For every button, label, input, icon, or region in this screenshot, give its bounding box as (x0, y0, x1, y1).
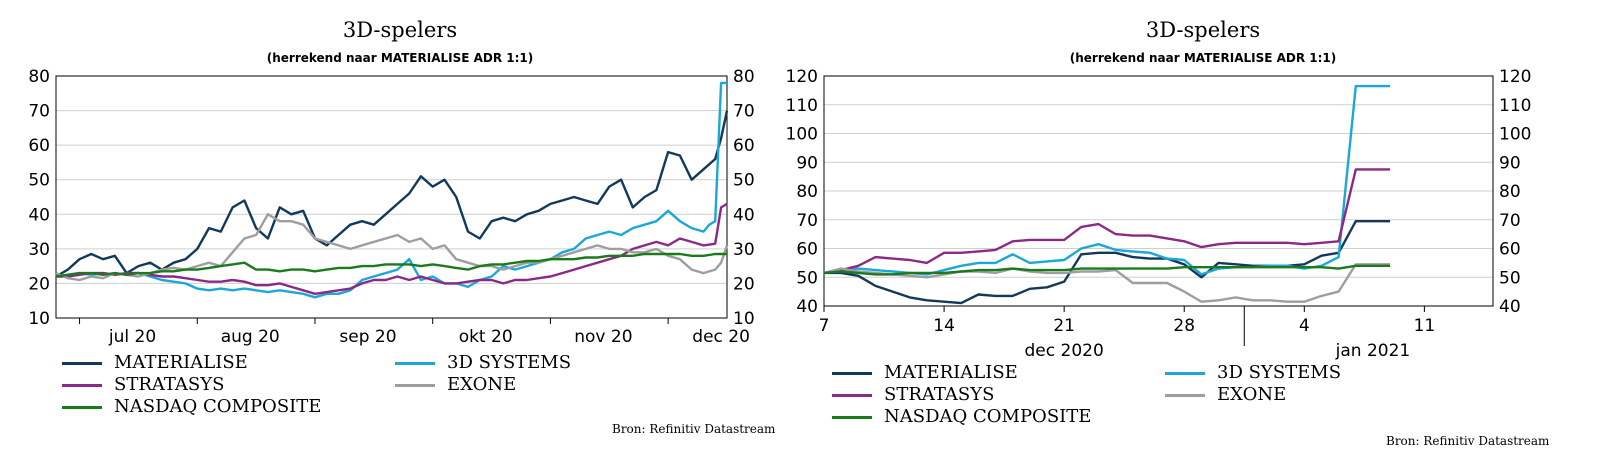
legend-label: MATERIALISE (884, 362, 1018, 383)
y-tick-label-left: 100 (786, 125, 818, 145)
legend-label: 3D SYSTEMS (447, 352, 572, 373)
series-line-nasdaq-composite (823, 264, 1391, 276)
legend-label: NASDAQ COMPOSITE (884, 406, 1092, 427)
chart-plot-right: 40 40 50 50 60 60 70 70 80 80 90 90 100 100 110 110 120 1… (786, 67, 1532, 361)
y-tick-label-left: 60 (796, 240, 818, 260)
y-tick-label-right: 40 (1499, 297, 1521, 317)
y-tick-label-left: 30 (28, 240, 50, 260)
y-tick-label-left: 80 (796, 182, 818, 202)
y-tick-label-right: 40 (733, 205, 755, 225)
chart-title: 3D-spelers (342, 18, 458, 42)
y-tick-label-left: 50 (28, 171, 50, 191)
x-tick-label: 11 (1414, 316, 1436, 336)
legend-label: EXONE (447, 374, 517, 395)
y-tick-label-right: 10 (733, 309, 755, 329)
chart-plot-left: 10 10 20 20 30 30 40 40 50 50 60 60 70 70 80 80 jul 20 au… (28, 67, 755, 347)
chart-subtitle: (herrekend naar MATERIALISE ADR 1:1) (266, 51, 534, 65)
legend-swatch (832, 416, 872, 419)
x-tick-label: dec 20 (692, 327, 750, 347)
source-note: Bron: Refinitiv Datastream (612, 422, 776, 436)
y-tick-label-right: 90 (1499, 153, 1521, 173)
series-line-materialise (824, 219, 1391, 305)
y-tick-label-left: 90 (796, 153, 818, 173)
x-tick-label: sep 20 (339, 327, 396, 347)
legend-swatch (1165, 394, 1205, 397)
series-line-nasdaq-composite (55, 252, 727, 278)
chart-panel-left: 3D-spelers (herrekend naar MATERIALISE A… (0, 0, 800, 469)
y-tick-label-right: 100 (1499, 125, 1531, 145)
y-tick-label-right: 30 (733, 240, 755, 260)
legend-swatch (1165, 372, 1205, 375)
x-tick-label: nov 20 (574, 327, 632, 347)
x-tick-label: okt 20 (459, 327, 513, 347)
source-note: Bron: Refinitiv Datastream (1386, 434, 1550, 448)
y-tick-label-left: 40 (796, 297, 818, 317)
y-tick-label-right: 70 (733, 102, 755, 122)
chart-title: 3D-spelers (1145, 18, 1261, 42)
y-tick-label-left: 40 (28, 205, 50, 225)
y-tick-label-left: 80 (28, 67, 50, 87)
series-line-exone (55, 213, 729, 282)
legend-swatch (832, 372, 872, 375)
legend-swatch (62, 406, 102, 409)
y-tick-label-left: 120 (786, 67, 818, 87)
y-tick-label-right: 80 (1499, 182, 1521, 202)
y-tick-label-right: 80 (733, 67, 755, 87)
legend-label: STRATASYS (114, 374, 225, 395)
series-line-stratasys (56, 202, 728, 295)
y-tick-label-right: 60 (1499, 240, 1521, 260)
legend-swatch (62, 362, 102, 365)
series-line-3d-systems (823, 84, 1391, 276)
x-tick-label: 14 (933, 316, 955, 336)
legend-label: MATERIALISE (114, 352, 248, 373)
y-tick-label-right: 50 (1499, 268, 1521, 288)
legend-label: STRATASYS (884, 384, 995, 405)
series-line-exone (823, 263, 1391, 303)
y-tick-label-right: 70 (1499, 211, 1521, 231)
chart-subtitle: (herrekend naar MATERIALISE ADR 1:1) (1069, 51, 1337, 65)
x-tick-label: 28 (1173, 316, 1195, 336)
y-tick-label-right: 120 (1499, 67, 1531, 87)
series-line-stratasys (823, 168, 1391, 275)
legend-swatch (62, 384, 102, 387)
legend-swatch (395, 362, 435, 365)
y-tick-label-left: 10 (28, 309, 50, 329)
legend-label: NASDAQ COMPOSITE (114, 396, 322, 417)
y-tick-label-right: 60 (733, 136, 755, 156)
x-tick-label: 7 (819, 316, 830, 336)
chart-panel-right: 3D-spelers (herrekend naar MATERIALISE A… (786, 0, 1606, 469)
x-group-label: jan 2021 (1335, 341, 1411, 361)
legend-label: EXONE (1217, 384, 1287, 405)
x-tick-label: 4 (1299, 316, 1310, 336)
y-tick-label-left: 110 (786, 96, 818, 116)
legend-swatch (395, 384, 435, 387)
plot-frame (823, 75, 1494, 307)
y-tick-label-left: 70 (28, 102, 50, 122)
legend-label: 3D SYSTEMS (1217, 362, 1342, 383)
legend-swatch (832, 394, 872, 397)
x-tick-label: 21 (1053, 316, 1075, 336)
y-tick-label-left: 70 (796, 211, 818, 231)
y-tick-label-left: 20 (28, 274, 50, 294)
y-tick-label-right: 110 (1499, 96, 1531, 116)
series-line-materialise (55, 110, 729, 278)
y-tick-label-left: 50 (796, 268, 818, 288)
y-tick-label-right: 50 (733, 171, 755, 191)
x-group-label: dec 2020 (1025, 341, 1104, 361)
y-tick-label-right: 20 (733, 274, 755, 294)
y-tick-label-left: 60 (28, 136, 50, 156)
x-tick-label: aug 20 (221, 327, 280, 347)
plot-frame (55, 75, 728, 319)
x-tick-label: jul 20 (108, 327, 156, 347)
